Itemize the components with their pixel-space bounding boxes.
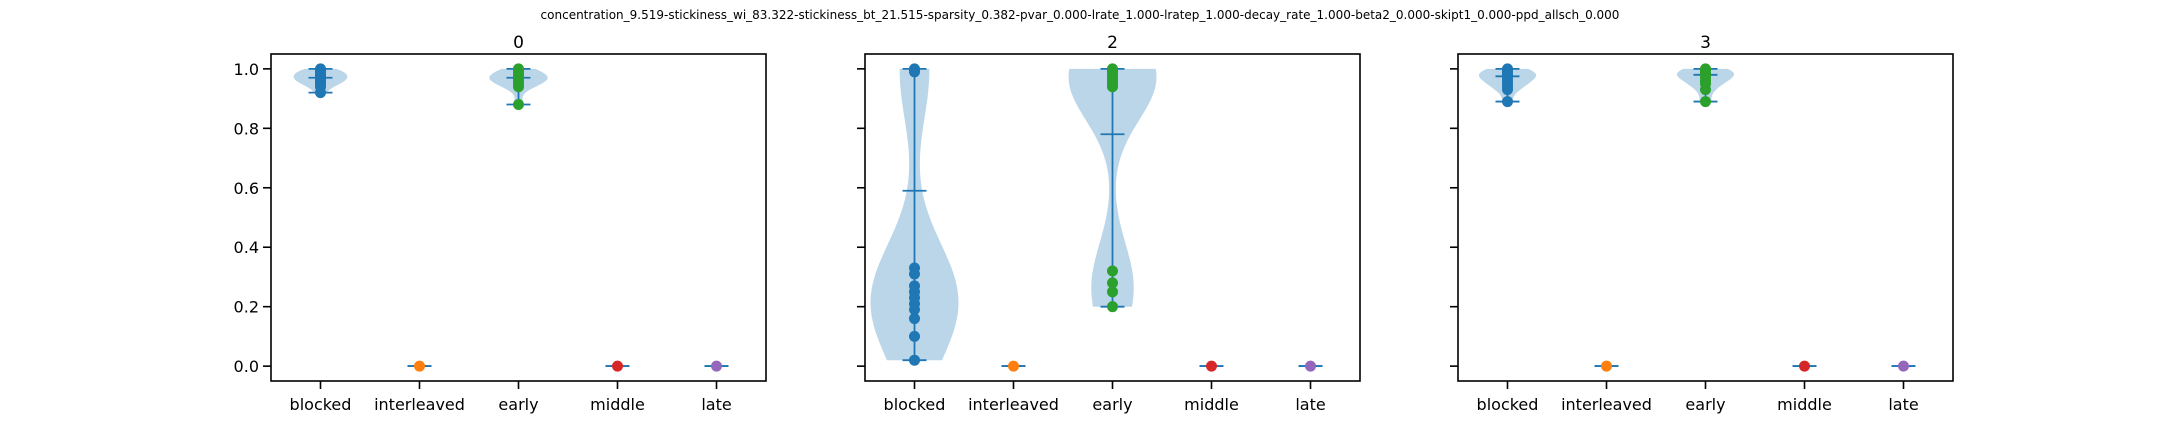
data-point bbox=[513, 99, 524, 111]
panel-title: 3 bbox=[1700, 33, 1711, 53]
data-point bbox=[909, 268, 920, 280]
x-tick-label-blocked: blocked bbox=[884, 395, 946, 414]
y-tick-label: 0.6 bbox=[234, 179, 259, 198]
y-tick-label: 0.4 bbox=[234, 238, 259, 257]
data-point bbox=[414, 360, 425, 372]
data-point bbox=[1700, 84, 1711, 96]
data-point bbox=[909, 330, 920, 342]
x-tick-label-blocked: blocked bbox=[290, 395, 352, 414]
violin-late bbox=[1298, 360, 1323, 372]
violin-middle bbox=[605, 360, 630, 372]
x-tick-label-interleaved: interleaved bbox=[374, 395, 465, 414]
panel-title: 2 bbox=[1107, 33, 1118, 53]
violin-blocked bbox=[1478, 63, 1537, 108]
data-point bbox=[1305, 360, 1316, 372]
data-point bbox=[1107, 277, 1118, 289]
x-tick-label-late: late bbox=[1888, 395, 1918, 414]
violin-interleaved bbox=[1001, 360, 1026, 372]
violin-middle bbox=[1792, 360, 1817, 372]
y-tick-label: 0.0 bbox=[234, 357, 259, 376]
violin-blocked bbox=[870, 63, 959, 366]
x-tick-label-early: early bbox=[1092, 395, 1132, 414]
axes-frame bbox=[1457, 53, 1954, 382]
data-point bbox=[909, 66, 920, 78]
violin-interleaved bbox=[1594, 360, 1619, 372]
violin-early bbox=[1068, 63, 1157, 313]
data-point bbox=[1700, 96, 1711, 108]
data-point bbox=[1898, 360, 1909, 372]
y-tick-label: 0.2 bbox=[234, 298, 259, 317]
data-point bbox=[711, 360, 722, 372]
data-point bbox=[1502, 84, 1513, 96]
x-tick-label-middle: middle bbox=[590, 395, 645, 414]
data-point bbox=[909, 354, 920, 366]
violin-early bbox=[1676, 63, 1735, 108]
violin-late bbox=[1891, 360, 1916, 372]
x-tick-label-late: late bbox=[701, 395, 731, 414]
data-point bbox=[1107, 81, 1118, 93]
figure-title: concentration_9.519-stickiness_wi_83.322… bbox=[541, 8, 1620, 22]
data-point bbox=[513, 81, 524, 93]
violin-late bbox=[704, 360, 729, 372]
panel-title: 0 bbox=[513, 33, 524, 53]
violin-early bbox=[489, 63, 548, 111]
violin-middle bbox=[1199, 360, 1224, 372]
data-point bbox=[1107, 301, 1118, 313]
data-point bbox=[1502, 96, 1513, 108]
x-tick-label-early: early bbox=[1685, 395, 1725, 414]
violin-interleaved bbox=[407, 360, 432, 372]
y-tick-label: 1.0 bbox=[234, 60, 259, 79]
x-tick-label-late: late bbox=[1295, 395, 1325, 414]
data-point bbox=[1008, 360, 1019, 372]
data-point bbox=[1107, 265, 1118, 277]
data-point bbox=[1206, 360, 1217, 372]
data-point bbox=[1601, 360, 1612, 372]
data-point bbox=[909, 304, 920, 316]
x-tick-label-middle: middle bbox=[1184, 395, 1239, 414]
x-tick-label-interleaved: interleaved bbox=[968, 395, 1059, 414]
chart-panel-1: 2 blocked interleaved early middle late bbox=[857, 33, 1361, 414]
data-point bbox=[1107, 286, 1118, 298]
data-point bbox=[1799, 360, 1810, 372]
data-point bbox=[612, 360, 623, 372]
chart-panels: 0 0.0 0.2 0.4 0.6 0.8 1.0 blocked interleaved ear… bbox=[234, 33, 1954, 414]
chart-panel-0: 0 0.0 0.2 0.4 0.6 0.8 1.0 blocked interleaved ear… bbox=[234, 33, 767, 414]
x-tick-label-middle: middle bbox=[1777, 395, 1832, 414]
y-tick-label: 0.8 bbox=[234, 119, 259, 138]
x-tick-label-blocked: blocked bbox=[1477, 395, 1539, 414]
x-tick-label-interleaved: interleaved bbox=[1561, 395, 1652, 414]
chart-panel-2: 3 blocked interleaved early middle late bbox=[1450, 33, 1954, 414]
data-point bbox=[909, 313, 920, 325]
x-tick-label-early: early bbox=[498, 395, 538, 414]
axes-frame bbox=[270, 53, 767, 382]
data-point bbox=[315, 87, 326, 99]
axes-frame bbox=[864, 53, 1361, 382]
violin-blocked bbox=[293, 63, 348, 99]
